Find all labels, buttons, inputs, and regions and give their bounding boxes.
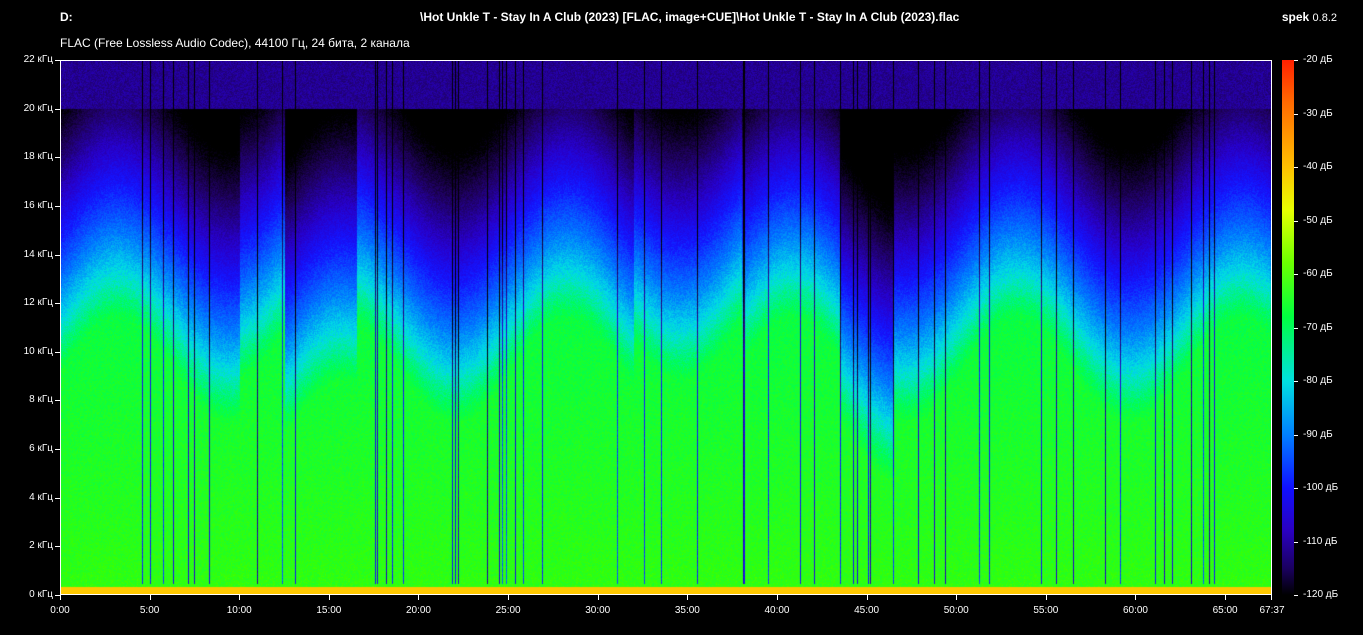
y-tick-label: 6 кГц bbox=[29, 443, 53, 455]
x-tick-label: 30:00 bbox=[585, 605, 611, 616]
colorbar-label: -50 дБ bbox=[1303, 214, 1333, 226]
x-tick bbox=[418, 595, 420, 600]
x-tick bbox=[1135, 595, 1137, 600]
x-tick-label: 60:00 bbox=[1122, 605, 1148, 616]
x-tick-label: 15:00 bbox=[316, 605, 342, 616]
x-tick-label: 35:00 bbox=[674, 605, 700, 616]
colorbar-tick bbox=[1294, 167, 1298, 168]
y-tick bbox=[55, 303, 60, 305]
y-tick bbox=[55, 546, 60, 548]
y-tick bbox=[55, 205, 60, 207]
x-tick bbox=[60, 595, 61, 600]
colorbar-tick bbox=[1294, 434, 1298, 436]
spectrogram-plot bbox=[60, 60, 1272, 595]
colorbar-tick bbox=[1294, 595, 1298, 596]
x-tick bbox=[149, 595, 151, 600]
x-tick bbox=[1271, 595, 1272, 600]
y-tick-label: 2 кГц bbox=[29, 540, 53, 552]
x-tick-label: 0:00 bbox=[50, 605, 70, 616]
x-tick-label: 45:00 bbox=[854, 605, 880, 616]
x-tick-label: 40:00 bbox=[764, 605, 790, 616]
x-tick-label: 55:00 bbox=[1033, 605, 1059, 616]
y-tick-label: 8 кГц bbox=[29, 394, 53, 406]
x-tick bbox=[239, 595, 241, 600]
y-tick-label: 14 кГц bbox=[23, 248, 53, 260]
colorbar-tick bbox=[1294, 381, 1298, 382]
y-tick bbox=[55, 60, 60, 61]
colorbar-tick bbox=[1294, 541, 1298, 543]
app-brand: spek 0.8.2 bbox=[1282, 10, 1337, 24]
app-version: 0.8.2 bbox=[1312, 12, 1337, 24]
y-tick bbox=[55, 254, 60, 256]
y-tick-label: 20 кГц bbox=[23, 102, 53, 114]
colorbar-label: -40 дБ bbox=[1303, 161, 1333, 172]
x-tick bbox=[956, 595, 958, 600]
colorbar-tick bbox=[1294, 274, 1298, 275]
y-tick bbox=[55, 400, 60, 402]
y-tick-label: 10 кГц bbox=[23, 345, 53, 357]
y-tick-label: 16 кГц bbox=[23, 199, 53, 211]
file-path: \Hot Unkle T - Stay In A Club (2023) [FL… bbox=[420, 10, 960, 24]
y-tick-label: 0 кГц bbox=[29, 589, 53, 600]
colorbar-tick bbox=[1294, 220, 1298, 222]
x-tick-label: 67:37 bbox=[1259, 605, 1285, 616]
app-name: spek bbox=[1281, 10, 1310, 24]
x-tick-label: 20:00 bbox=[405, 605, 431, 616]
x-tick-label: 65:00 bbox=[1212, 605, 1238, 616]
x-tick bbox=[597, 595, 599, 600]
x-tick bbox=[508, 595, 510, 600]
colorbar-tick bbox=[1294, 113, 1298, 115]
colorbar-label: -110 дБ bbox=[1303, 535, 1338, 547]
colorbar-label: -80 дБ bbox=[1303, 375, 1333, 386]
drive-label: D: bbox=[60, 10, 73, 24]
y-tick bbox=[55, 351, 60, 353]
spectrogram-canvas bbox=[61, 61, 1271, 594]
y-tick-label: 4 кГц bbox=[29, 491, 53, 503]
x-tick bbox=[866, 595, 868, 600]
x-tick bbox=[1045, 595, 1047, 600]
x-tick bbox=[1225, 595, 1227, 600]
y-tick-label: 18 кГц bbox=[23, 151, 53, 163]
x-tick-label: 10:00 bbox=[226, 605, 252, 616]
y-tick bbox=[55, 157, 60, 159]
colorbar bbox=[1282, 60, 1294, 595]
colorbar-label: -90 дБ bbox=[1303, 428, 1333, 440]
stream-info: FLAC (Free Lossless Audio Codec), 44100 … bbox=[60, 36, 410, 50]
y-tick-label: 12 кГц bbox=[23, 297, 53, 309]
y-tick bbox=[55, 449, 60, 451]
x-tick-label: 50:00 bbox=[943, 605, 969, 616]
y-tick bbox=[55, 595, 60, 596]
y-tick-label: 22 кГц bbox=[23, 54, 53, 65]
colorbar-tick bbox=[1294, 60, 1298, 61]
colorbar-label: -20 дБ bbox=[1303, 54, 1333, 65]
colorbar-tick bbox=[1294, 327, 1298, 329]
colorbar-label: -120 дБ bbox=[1303, 589, 1339, 600]
x-tick-label: 25:00 bbox=[495, 605, 521, 616]
colorbar-label: -60 дБ bbox=[1303, 268, 1333, 279]
y-tick bbox=[55, 108, 60, 110]
colorbar-label: -100 дБ bbox=[1303, 482, 1339, 493]
colorbar-tick bbox=[1294, 488, 1298, 489]
x-tick bbox=[776, 595, 778, 600]
colorbar-label: -30 дБ bbox=[1303, 107, 1333, 119]
x-tick bbox=[328, 595, 330, 600]
y-tick bbox=[55, 497, 60, 499]
x-tick-label: 5:00 bbox=[139, 605, 160, 616]
x-tick bbox=[687, 595, 689, 600]
colorbar-label: -70 дБ bbox=[1303, 321, 1333, 333]
